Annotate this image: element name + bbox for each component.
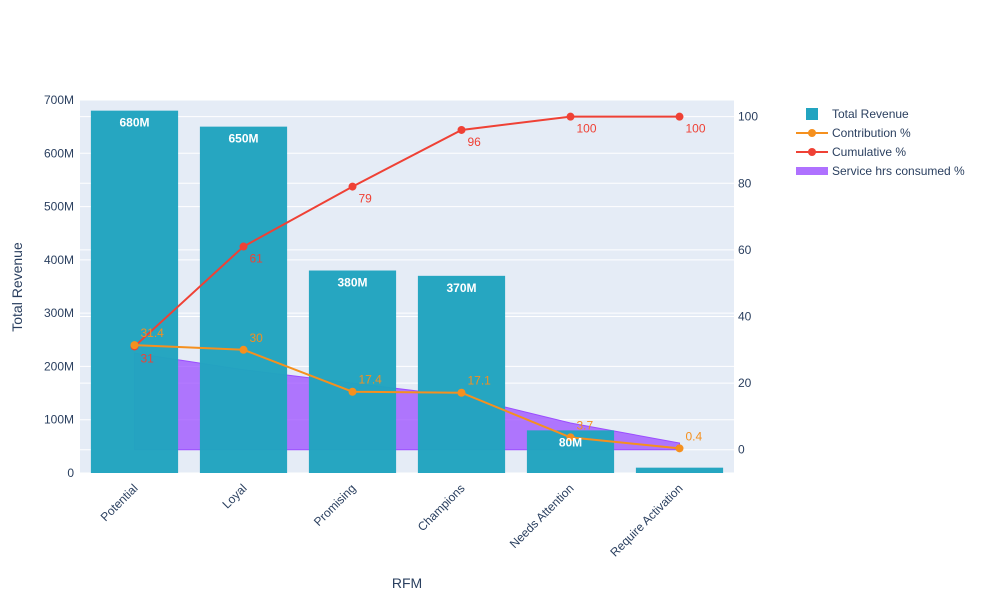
y-left-tick-label: 700M <box>44 93 74 107</box>
contribution-marker <box>457 388 466 397</box>
bar-value-label: 650M <box>228 132 258 146</box>
legend-swatch-area <box>796 167 828 175</box>
legend-item[interactable]: Service hrs consumed % <box>796 164 965 178</box>
y-right-tick-label: 80 <box>738 176 752 190</box>
cumulative-value-label: 31 <box>141 351 155 365</box>
y-axis-title: Total Revenue <box>9 242 25 332</box>
cumulative-marker <box>675 112 684 121</box>
cumulative-marker <box>348 182 357 191</box>
bar-series <box>90 110 724 474</box>
cumulative-marker <box>457 125 466 134</box>
y-right-tick-label: 0 <box>738 443 745 457</box>
y-left-tick-label: 100M <box>44 413 74 427</box>
cumulative-value-label: 61 <box>250 252 264 266</box>
cumulative-value-label: 79 <box>359 192 373 206</box>
x-tick-label: Promising <box>311 481 359 529</box>
line-series <box>130 112 684 453</box>
bar-total-revenue <box>199 126 288 474</box>
contribution-value-label: 31.4 <box>141 326 165 340</box>
bar-value-label: 680M <box>119 116 149 130</box>
cumulative-value-label: 100 <box>686 122 706 136</box>
y-left-tick-label: 300M <box>44 306 74 320</box>
x-axis-title: RFM <box>392 575 422 591</box>
contribution-value-label: 17.4 <box>359 373 383 387</box>
contribution-value-label: 30 <box>250 331 264 345</box>
legend[interactable]: Total Revenue Contribution % Cumulative % S… <box>796 107 965 178</box>
x-tick-label: Potential <box>98 481 141 524</box>
data-labels: 680M 650M 380M 370M 80M 31 61 79 96 100 100 31.4 30 1… <box>119 116 705 450</box>
bar-total-revenue <box>635 467 724 473</box>
bar-value-label: 380M <box>337 276 367 290</box>
bar-total-revenue <box>417 275 506 473</box>
contribution-marker <box>239 345 248 354</box>
cumulative-value-label: 100 <box>577 122 597 136</box>
legend-item[interactable]: Cumulative % <box>796 145 906 159</box>
cumulative-marker <box>566 112 575 121</box>
legend-label: Service hrs consumed % <box>832 164 965 178</box>
y-left-tick-label: 400M <box>44 253 74 267</box>
legend-swatch-marker <box>808 148 816 156</box>
contribution-marker <box>130 341 139 350</box>
cumulative-marker <box>239 242 248 251</box>
cumulative-line <box>133 115 680 348</box>
contribution-marker <box>675 444 684 453</box>
x-tick-label: Champions <box>415 481 468 534</box>
legend-label: Total Revenue <box>832 107 909 121</box>
cumulative-value-label: 96 <box>468 135 482 149</box>
contribution-line <box>134 344 680 450</box>
x-tick-label: Require Activation <box>607 481 685 559</box>
y-left-tick-label: 0 <box>67 466 74 480</box>
bar-total-revenue <box>90 110 179 474</box>
bar-value-label: 370M <box>446 281 476 295</box>
y-right-tick-label: 60 <box>738 243 752 257</box>
legend-item[interactable]: Contribution % <box>796 126 911 140</box>
bar-total-revenue <box>308 270 397 473</box>
bar-value-label: 80M <box>559 435 582 449</box>
x-tick-label: Needs Attention <box>507 481 577 551</box>
y-right-tick-label: 20 <box>738 376 752 390</box>
y-right-tick-label: 100 <box>738 110 758 124</box>
y-left-tick-label: 200M <box>44 359 74 373</box>
legend-swatch-marker <box>808 129 816 137</box>
legend-label: Contribution % <box>832 126 911 140</box>
legend-label: Cumulative % <box>832 145 906 159</box>
y-left-tick-label: 600M <box>44 146 74 160</box>
legend-swatch-bar <box>806 108 818 120</box>
y-right-tick-label: 40 <box>738 309 752 323</box>
y-left-tick-label: 500M <box>44 200 74 214</box>
contribution-value-label: 3.7 <box>577 418 594 432</box>
contribution-marker <box>566 433 575 442</box>
x-tick-label: Loyal <box>219 481 249 511</box>
legend-item[interactable]: Total Revenue <box>806 107 909 121</box>
contribution-marker <box>348 387 357 396</box>
contribution-value-label: 17.1 <box>468 374 492 388</box>
contribution-value-label: 0.4 <box>686 429 703 443</box>
